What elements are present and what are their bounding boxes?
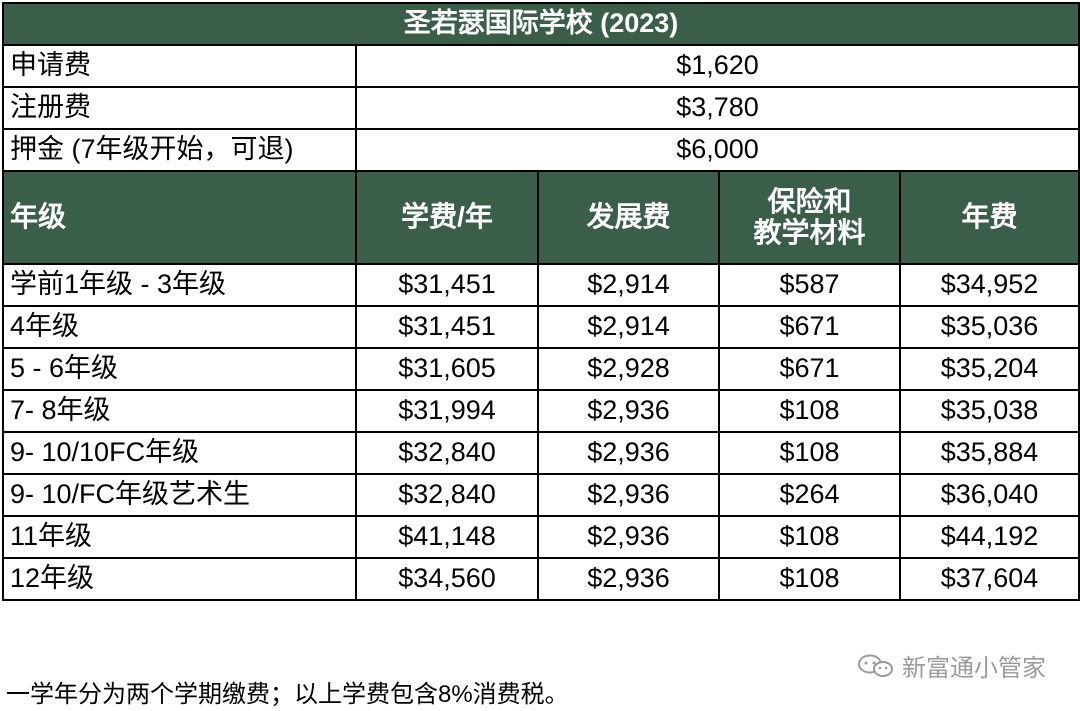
column-header-tuition: 学费/年 [355,170,539,265]
watermark-text: 新富通小管家 [902,655,1046,682]
wechat-icon [856,654,896,678]
grade-cell: 学前1年级 - 3年级 [2,263,357,307]
tuition-cell: $31,451 [355,305,539,349]
table-row: 学前1年级 - 3年级 $31,451 $2,914 $587 $34,952 [2,263,1080,307]
title-row: 圣若瑟国际学校 (2023) [2,2,1080,46]
grade-cell: 9- 10/FC年级艺术生 [2,473,357,517]
insurance-cell: $671 [718,305,901,349]
annual-cell: $44,192 [899,515,1080,559]
watermark: 新富通小管家 [856,648,1046,683]
footnote: 一学年分为两个学期缴费；以上学费包含8%消费税。 [6,681,569,708]
table-row: 5 - 6年级 $31,605 $2,928 $671 $35,204 [2,347,1080,391]
insurance-cell: $108 [718,515,901,559]
fee-label: 申请费 [2,44,357,88]
tuition-cell: $32,840 [355,431,539,475]
development-cell: $2,936 [537,473,720,517]
column-header-insurance-line2: 教学材料 [753,216,866,248]
fee-label: 押金 (7年级开始，可退) [2,128,357,172]
grade-cell: 4年级 [2,305,357,349]
development-cell: $2,936 [537,431,720,475]
fee-row-registration: 注册费 $3,780 [2,86,1080,130]
development-cell: $2,914 [537,305,720,349]
table-row: 7- 8年级 $31,994 $2,936 $108 $35,038 [2,389,1080,433]
tuition-cell: $31,994 [355,389,539,433]
tuition-cell: $31,451 [355,263,539,307]
insurance-cell: $671 [718,347,901,391]
column-header-annual: 年费 [899,170,1080,265]
insurance-cell: $264 [718,473,901,517]
tuition-cell: $31,605 [355,347,539,391]
table-row: 11年级 $41,148 $2,936 $108 $44,192 [2,515,1080,559]
table-row: 9- 10/FC年级艺术生 $32,840 $2,936 $264 $36,04… [2,473,1080,517]
table-row: 4年级 $31,451 $2,914 $671 $35,036 [2,305,1080,349]
fee-row-deposit: 押金 (7年级开始，可退) $6,000 [2,128,1080,172]
fee-row-application: 申请费 $1,620 [2,44,1080,88]
tuition-cell: $32,840 [355,473,539,517]
annual-cell: $35,036 [899,305,1080,349]
annual-cell: $35,038 [899,389,1080,433]
development-cell: $2,928 [537,347,720,391]
table-row: 9- 10/10FC年级 $32,840 $2,936 $108 $35,884 [2,431,1080,475]
column-header-row: 年级 学费/年 发展费 保险和 教学材料 年费 [2,170,1080,265]
insurance-cell: $108 [718,557,901,601]
development-cell: $2,936 [537,515,720,559]
annual-cell: $35,204 [899,347,1080,391]
grade-cell: 11年级 [2,515,357,559]
annual-cell: $34,952 [899,263,1080,307]
fee-table: 圣若瑟国际学校 (2023) 申请费 $1,620 注册费 $3,780 押金 … [2,2,1080,601]
insurance-cell: $108 [718,431,901,475]
fee-value: $1,620 [355,44,1080,88]
annual-cell: $37,604 [899,557,1080,601]
insurance-cell: $587 [718,263,901,307]
table-row: 12年级 $34,560 $2,936 $108 $37,604 [2,557,1080,601]
grade-cell: 5 - 6年级 [2,347,357,391]
development-cell: $2,936 [537,389,720,433]
annual-cell: $36,040 [899,473,1080,517]
fee-value: $3,780 [355,86,1080,130]
development-cell: $2,936 [537,557,720,601]
insurance-cell: $108 [718,389,901,433]
column-header-insurance-line1: 保险和 [767,185,852,217]
tuition-cell: $34,560 [355,557,539,601]
column-header-grade: 年级 [2,170,357,265]
fee-value: $6,000 [355,128,1080,172]
column-header-insurance: 保险和 教学材料 [718,170,901,265]
tuition-cell: $41,148 [355,515,539,559]
grade-cell: 7- 8年级 [2,389,357,433]
grade-cell: 9- 10/10FC年级 [2,431,357,475]
annual-cell: $35,884 [899,431,1080,475]
fee-label: 注册费 [2,86,357,130]
table-title: 圣若瑟国际学校 (2023) [2,2,1080,46]
column-header-development: 发展费 [537,170,720,265]
grade-cell: 12年级 [2,557,357,601]
development-cell: $2,914 [537,263,720,307]
